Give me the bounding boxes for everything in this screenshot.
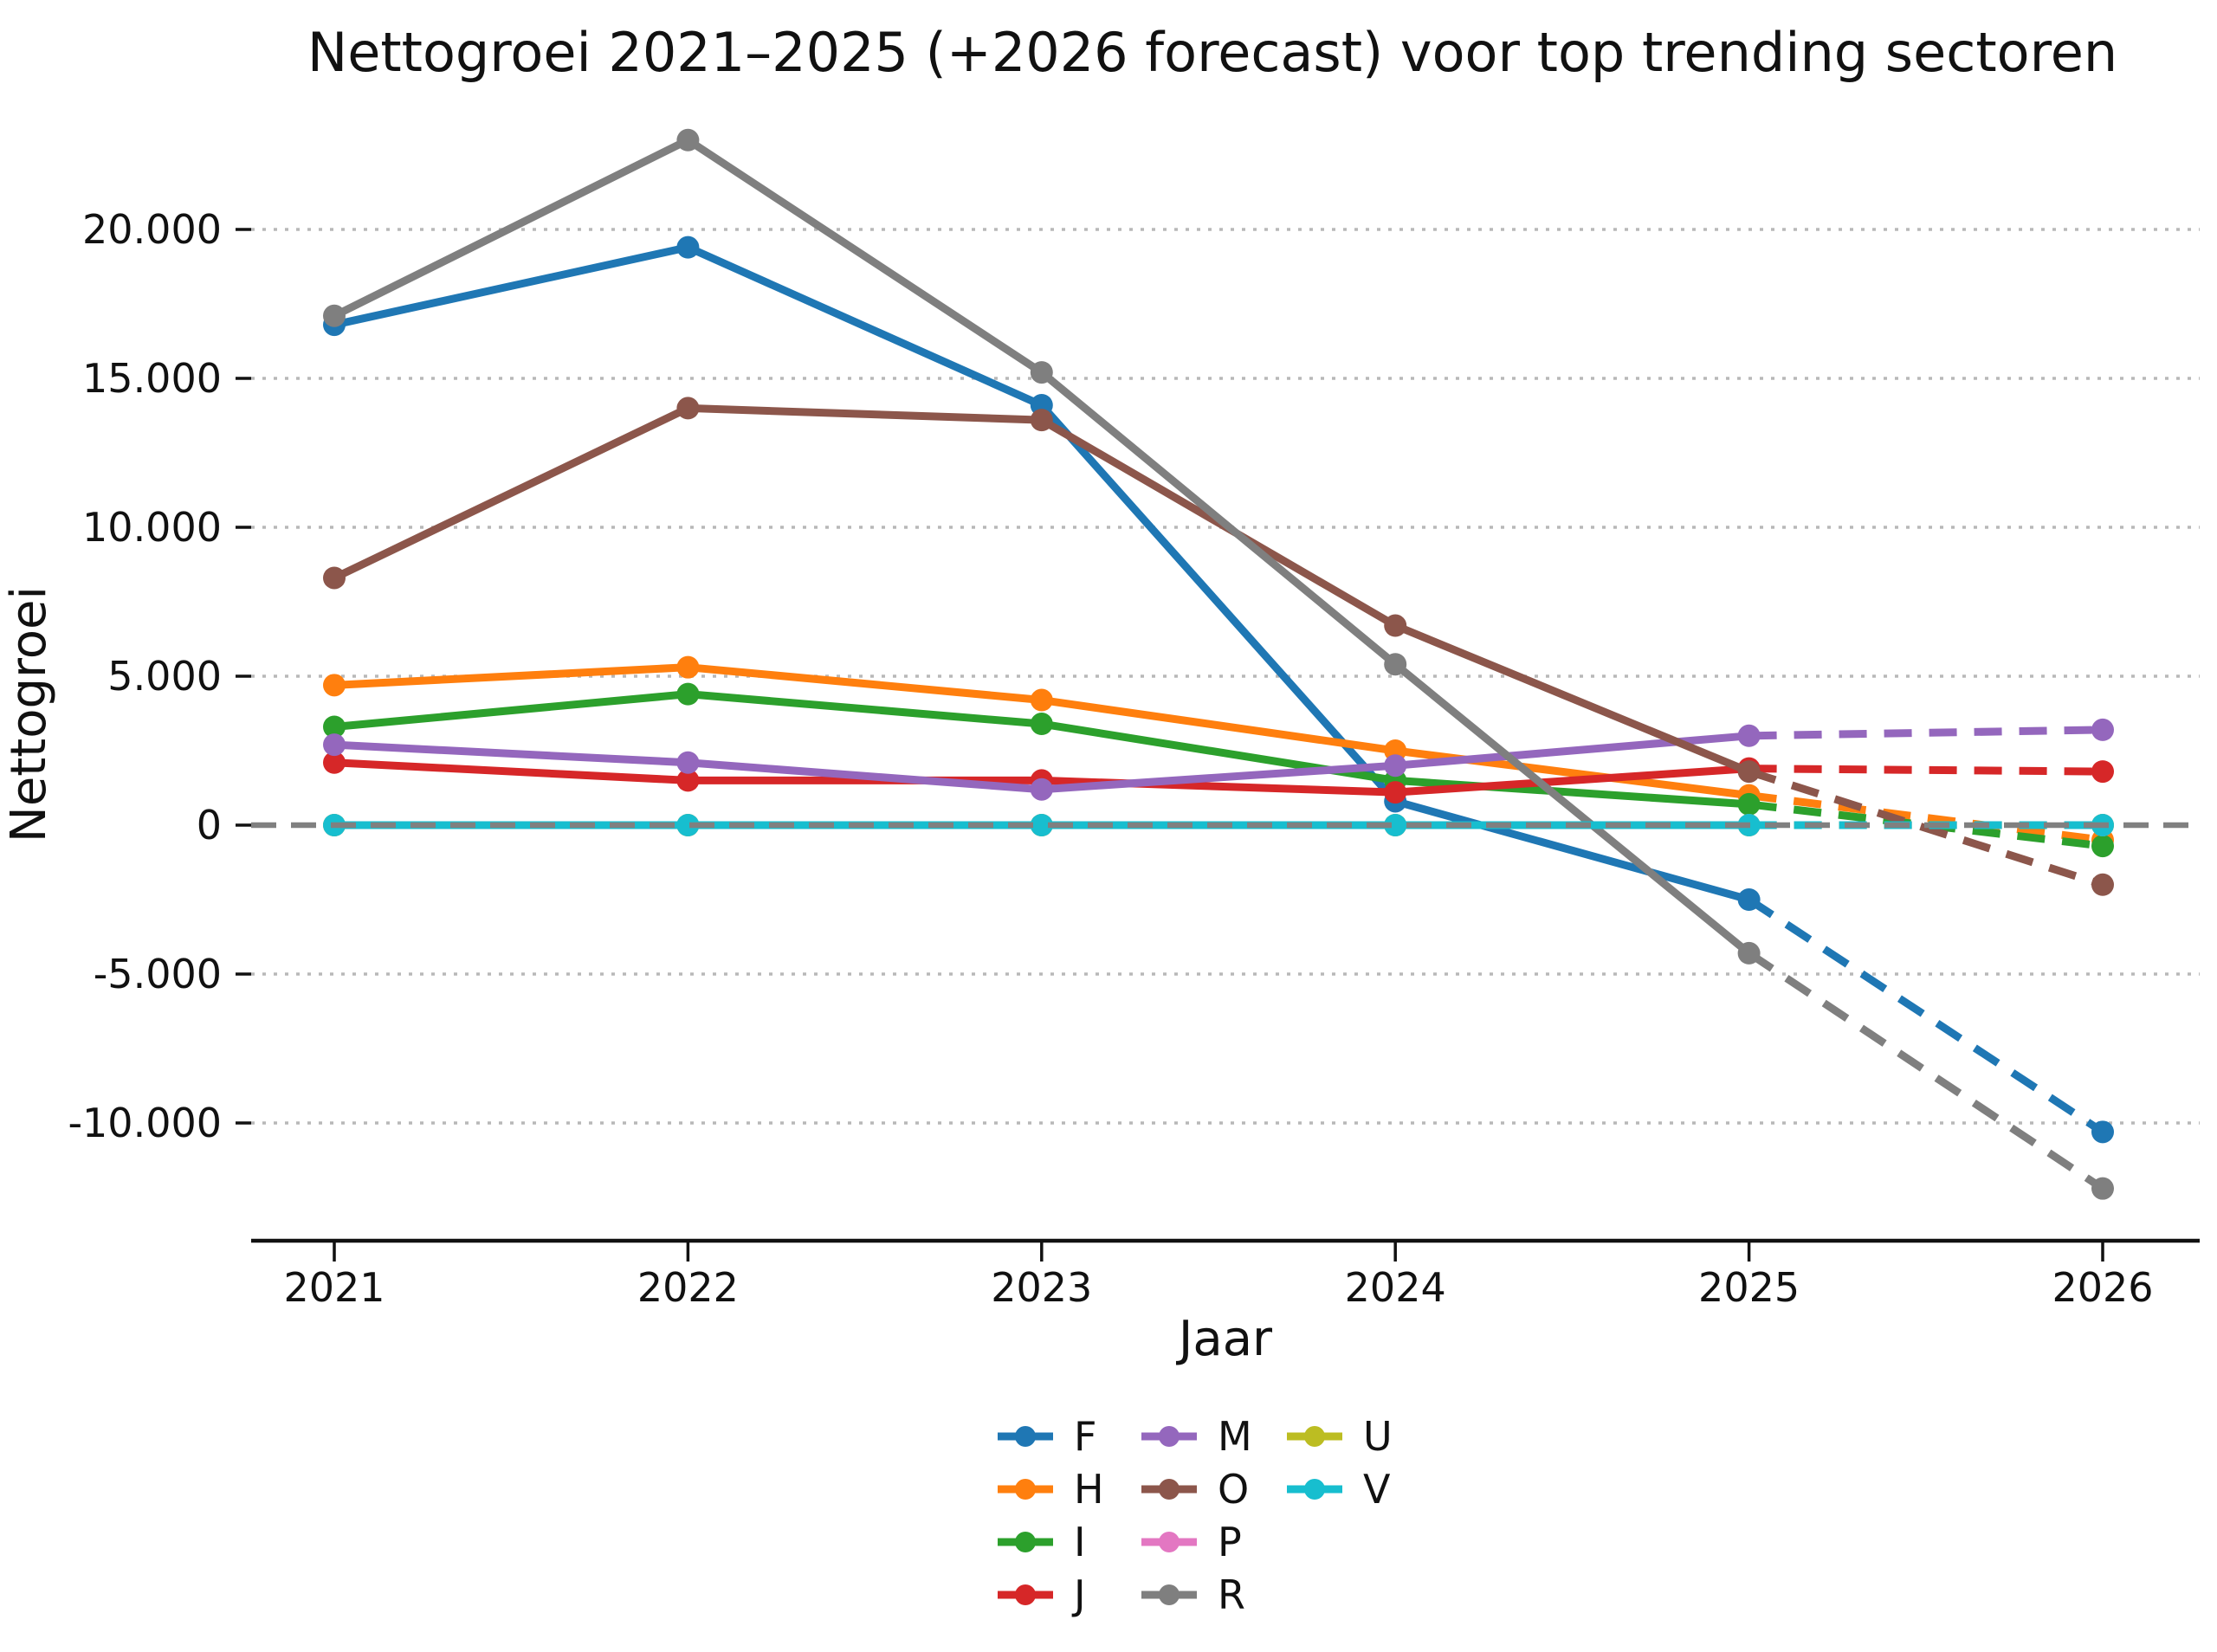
series-dot-J-2024 (1384, 781, 1407, 804)
legend-label-P: P (1218, 1519, 1242, 1565)
series-dot-O-2021 (323, 566, 346, 590)
legend-marker-dot-J (1015, 1584, 1036, 1605)
y-tick-label: 0 (197, 802, 222, 849)
legend-label-U: U (1363, 1413, 1393, 1460)
series-dot-J-2026 (2091, 760, 2114, 784)
y-tick-label: 20.000 (82, 206, 222, 253)
series-dot-R-2021 (323, 304, 346, 327)
legend-label-I: I (1074, 1519, 1086, 1565)
series-dot-O-2025 (1737, 760, 1761, 784)
series-dot-J-2022 (676, 769, 700, 792)
series-dot-R-2022 (676, 128, 700, 152)
legend-marker-dot-V (1304, 1479, 1325, 1500)
series-dot-J-2021 (323, 751, 346, 774)
x-tick-label: 2024 (1345, 1264, 1446, 1311)
legend-label-M: M (1218, 1413, 1252, 1460)
y-tick-label: 5.000 (107, 653, 222, 700)
legend-label-O: O (1218, 1466, 1249, 1513)
legend-marker-dot-R (1159, 1584, 1180, 1605)
series-dot-I-2026 (2091, 835, 2114, 858)
series-dot-F-2022 (676, 236, 700, 259)
legend-marker-dot-M (1159, 1426, 1180, 1447)
x-tick-label: 2025 (1698, 1264, 1800, 1311)
legend-marker-dot-U (1304, 1426, 1325, 1447)
series-forecast-line-R (1747, 950, 2105, 1192)
series-dot-I-2022 (676, 682, 700, 706)
series-forecast-line-M (1748, 726, 2104, 740)
series-dot-O-2022 (676, 397, 700, 420)
series-dot-M-2026 (2091, 718, 2114, 741)
series-forecast-line-I (1748, 800, 2104, 850)
series-forecast-line-O (1748, 767, 2104, 889)
series-forecast-line-J (1748, 765, 2104, 776)
series-dot-H-2022 (676, 655, 700, 679)
y-tick-label: 15.000 (82, 355, 222, 402)
x-tick-label: 2021 (283, 1264, 385, 1311)
series-dot-F-2025 (1737, 888, 1761, 911)
series-dot-F-2026 (2091, 1120, 2114, 1144)
series-dot-R-2024 (1384, 653, 1407, 676)
series-dot-M-2021 (323, 733, 346, 757)
x-axis-label: Jaar (1176, 1311, 1273, 1367)
legend-label-H: H (1074, 1466, 1104, 1513)
series-dot-H-2021 (323, 674, 346, 697)
x-tick-label: 2023 (991, 1264, 1092, 1311)
series-dot-O-2026 (2091, 873, 2114, 896)
legend-label-J: J (1071, 1571, 1086, 1618)
series-dot-M-2025 (1737, 724, 1761, 747)
series-line-F (330, 243, 1754, 904)
x-tick-label: 2022 (637, 1264, 739, 1311)
series-dot-M-2023 (1030, 778, 1053, 801)
series-forecast-line-H (1748, 791, 2104, 844)
legend-marker-dot-F (1015, 1426, 1036, 1447)
series-forecast-line-F (1747, 896, 2105, 1136)
series-dot-O-2023 (1030, 409, 1053, 432)
series-dot-M-2024 (1384, 754, 1407, 778)
series-dot-R-2023 (1030, 361, 1053, 384)
series-dot-V-2022 (676, 814, 700, 836)
y-axis-label: Nettogroei (1, 586, 57, 842)
legend-marker-dot-O (1159, 1479, 1180, 1500)
y-tick-label: -5.000 (94, 951, 222, 997)
legend-label-R: R (1218, 1571, 1245, 1618)
series-dot-I-2023 (1030, 713, 1053, 736)
legend-marker-dot-I (1015, 1532, 1036, 1552)
series-dot-H-2023 (1030, 688, 1053, 712)
series-dot-O-2024 (1384, 614, 1407, 637)
series-dot-R-2025 (1737, 941, 1761, 965)
series-dot-V-2024 (1384, 814, 1407, 836)
series-dot-V-2023 (1030, 814, 1053, 836)
x-tick-label: 2026 (2052, 1264, 2153, 1311)
y-tick-label: 10.000 (82, 504, 222, 551)
series-dot-I-2025 (1737, 792, 1761, 816)
legend-label-F: F (1074, 1413, 1096, 1460)
chart-title: Nettogroei 2021–2025 (+2026 forecast) vo… (307, 21, 2117, 84)
legend-marker-dot-H (1015, 1479, 1036, 1500)
series-dot-M-2022 (676, 751, 700, 774)
legend-label-V: V (1363, 1466, 1391, 1513)
series-dot-R-2026 (2091, 1177, 2114, 1200)
y-tick-label: -10.000 (68, 1100, 222, 1146)
legend-marker-dot-P (1159, 1532, 1180, 1552)
series-dot-I-2021 (323, 715, 346, 739)
